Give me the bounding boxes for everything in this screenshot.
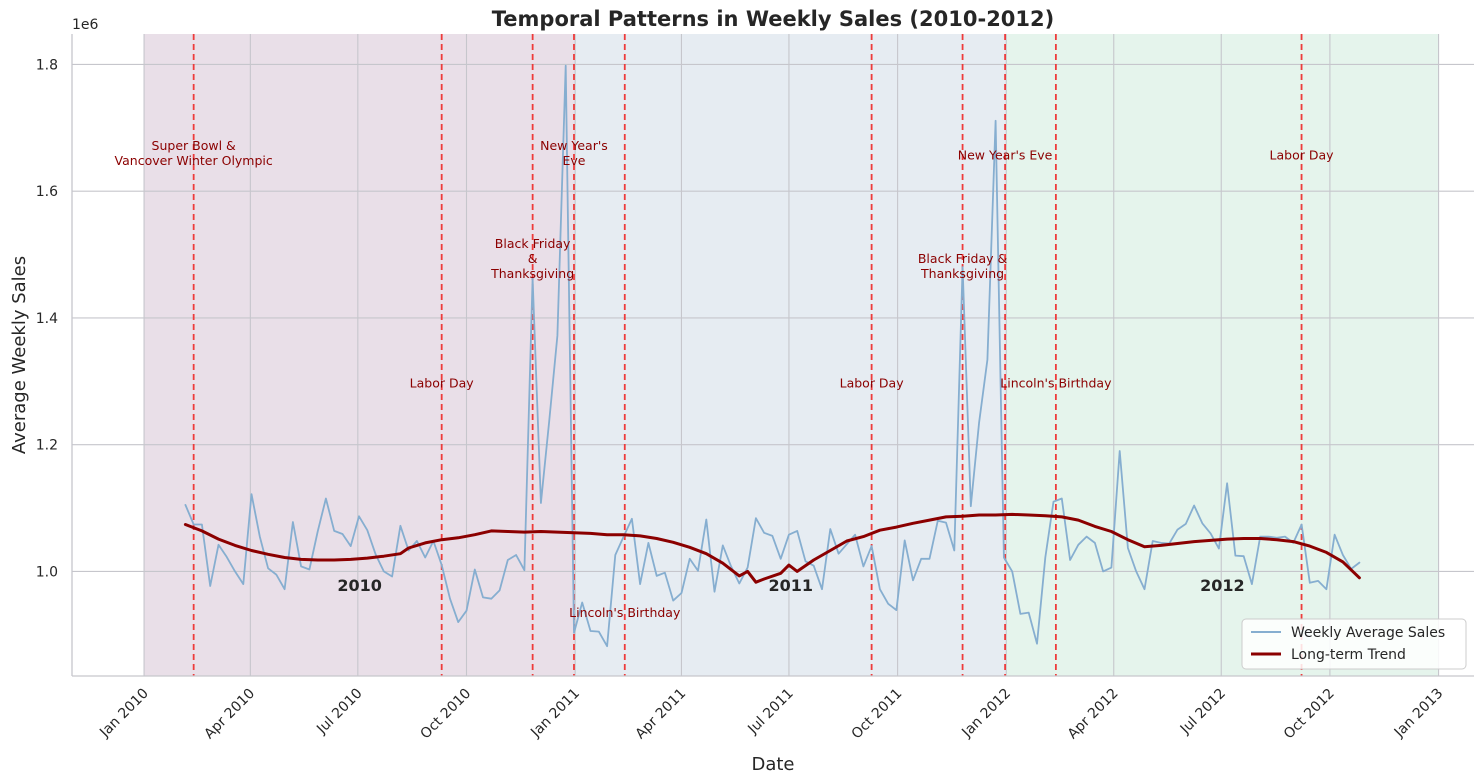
year-band-2012 xyxy=(1006,34,1439,676)
event-label-line: Black Friday & xyxy=(918,251,1008,266)
year-band-2011 xyxy=(575,34,1007,676)
event-label-line: New Year's Eve xyxy=(958,147,1053,162)
year-bands xyxy=(144,34,1439,676)
y-tick-labels: 1.0 1.2 1.4 1.6 1.8 xyxy=(36,57,58,580)
legend: Weekly Average Sales Long-term Trend xyxy=(1241,618,1467,670)
event-labels: Super Bowl & Vancover Winter Olympic Labor… xyxy=(115,138,1335,620)
series-line-weekly-sales xyxy=(184,64,1361,648)
event-label: Labor Day xyxy=(1270,147,1335,162)
event-label-line: & xyxy=(528,251,538,266)
x-axis-label: Date xyxy=(751,754,794,775)
axes xyxy=(71,34,1474,677)
event-lines xyxy=(192,34,1303,676)
event-label-line: Labor Day xyxy=(840,376,905,391)
event-label-line: Black Friday xyxy=(495,236,571,251)
series-line-trend xyxy=(183,512,1361,584)
y-tick-label: 1.2 xyxy=(36,438,58,454)
event-label: Labor Day xyxy=(840,376,905,391)
event-label: Black Friday & Thanksgiving xyxy=(490,236,574,281)
chart-title: Temporal Patterns in Weekly Sales (2010-… xyxy=(492,7,1054,31)
year-label-2010: 2010 xyxy=(337,576,382,595)
legend-box xyxy=(1241,618,1467,670)
event-label: Lincoln's Birthday xyxy=(1000,376,1112,391)
event-label: Black Friday & Thanksgiving xyxy=(918,251,1008,281)
y-axis-scale-label: 1e6 xyxy=(72,17,99,33)
year-label-2012: 2012 xyxy=(1200,576,1245,595)
event-label-line: Labor Day xyxy=(1270,147,1335,162)
event-label: New Year's Eve xyxy=(958,147,1053,162)
grid-lines xyxy=(72,34,1474,676)
event-label-line: Lincoln's Birthday xyxy=(569,605,681,620)
y-tick-label: 1.0 xyxy=(36,564,58,580)
event-label: New Year's Eve xyxy=(540,138,608,168)
event-label-line: Thanksgiving xyxy=(920,266,1004,281)
year-label-2011: 2011 xyxy=(768,576,813,595)
event-label-line: Vancover Winter Olympic xyxy=(115,153,273,168)
y-axis-label: Average Weekly Sales xyxy=(9,256,30,454)
legend-label-trend: Long-term Trend xyxy=(1291,647,1406,663)
event-label-line: Lincoln's Birthday xyxy=(1000,376,1112,391)
y-tick-label: 1.6 xyxy=(36,184,58,200)
event-label-line: Eve xyxy=(562,153,585,168)
legend-label-weekly-sales: Weekly Average Sales xyxy=(1291,625,1445,641)
year-labels: 2010 2011 2012 xyxy=(337,576,1244,595)
event-label: Labor Day xyxy=(410,376,475,391)
y-tick-label: 1.4 xyxy=(36,311,58,327)
event-label: Lincoln's Birthday xyxy=(569,605,681,620)
event-label: Super Bowl & Vancover Winter Olympic xyxy=(115,138,273,168)
event-label-line: Labor Day xyxy=(410,376,475,391)
year-band-2010 xyxy=(144,34,576,676)
event-label-line: Super Bowl & xyxy=(152,138,236,153)
data-series xyxy=(183,64,1361,648)
event-label-line: New Year's xyxy=(540,138,608,153)
event-label-line: Thanksgiving xyxy=(490,266,574,281)
y-tick-label: 1.8 xyxy=(36,57,58,73)
